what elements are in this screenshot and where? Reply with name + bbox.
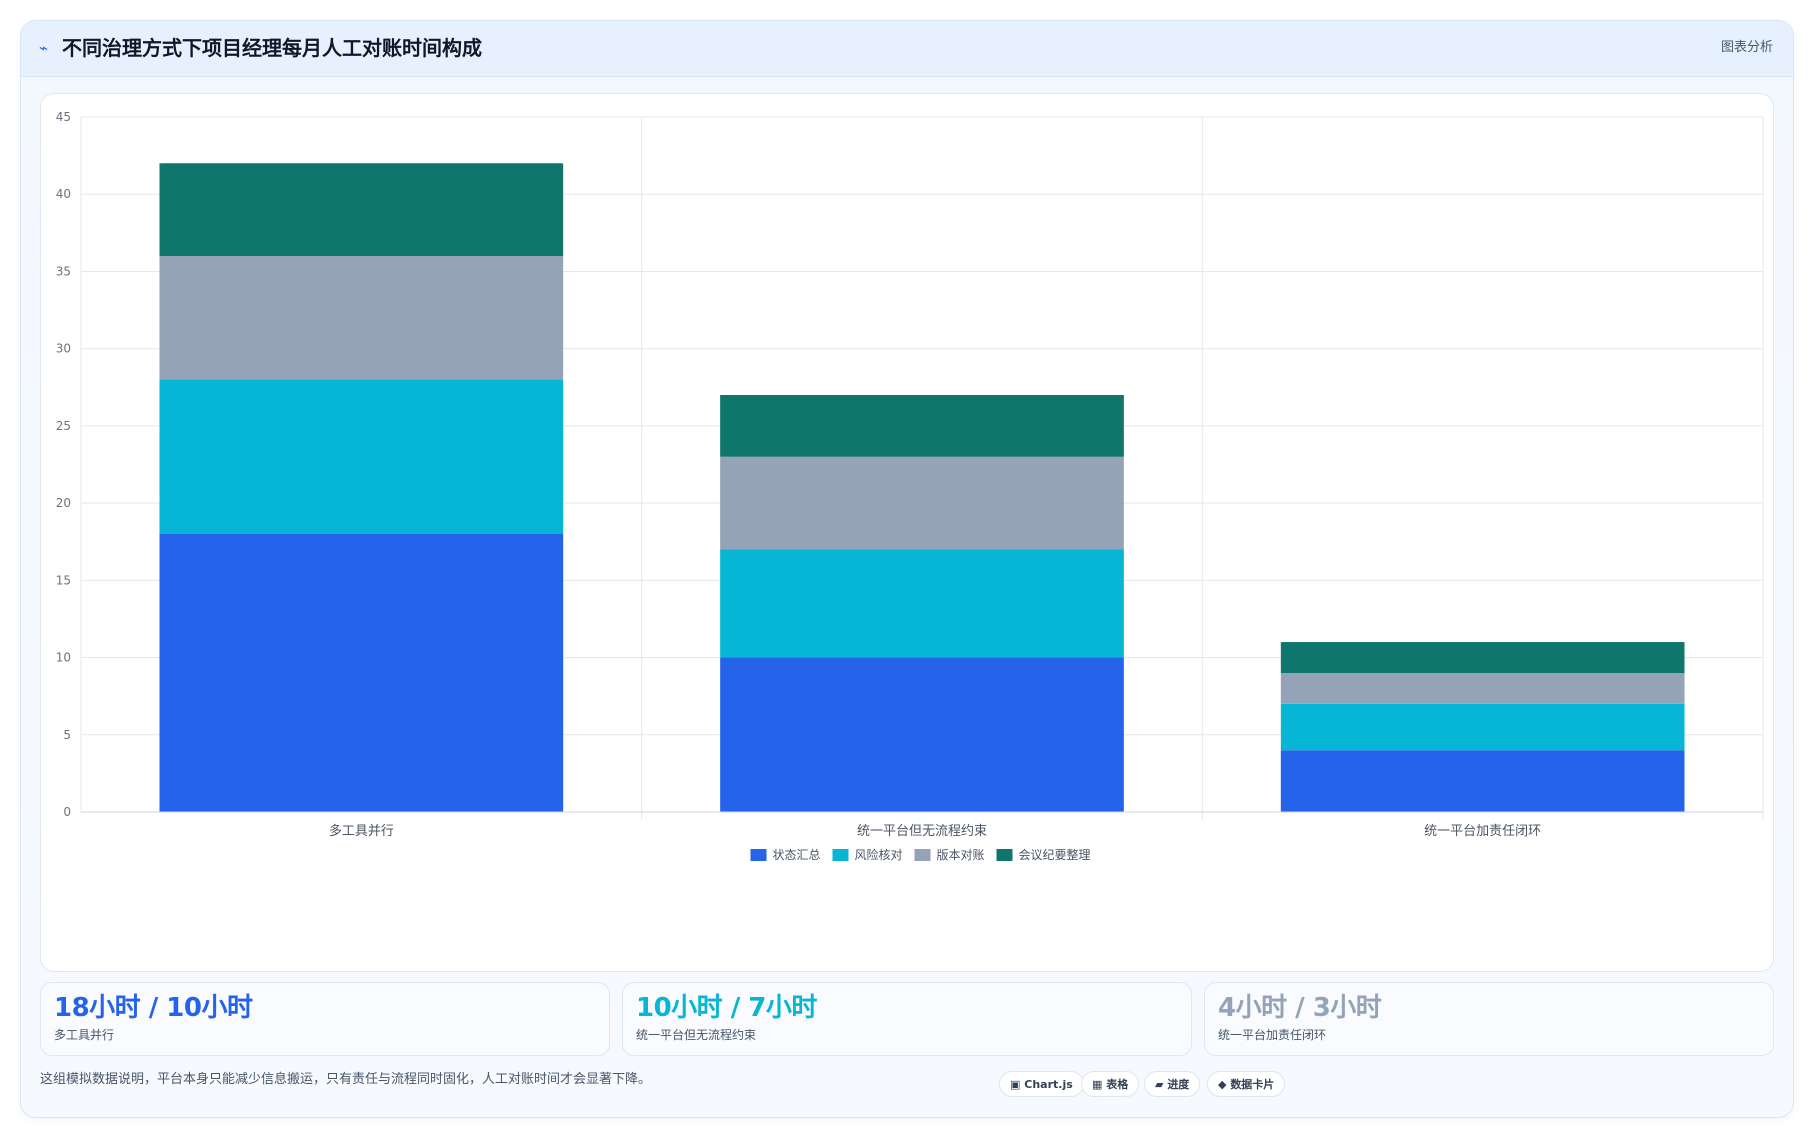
pulse-icon: ⌁ [39, 39, 49, 57]
bar-segment [1280, 673, 1685, 704]
chip-chartjs[interactable]: ▣ Chart.js [999, 1071, 1084, 1097]
bar-segment [720, 657, 1124, 812]
chip-progress[interactable]: ▰ 进度 [1144, 1071, 1201, 1097]
legend-swatch [750, 849, 767, 861]
bar-segment [720, 395, 1124, 457]
y-tick-label: 0 [63, 805, 71, 819]
y-tick-label: 45 [56, 110, 71, 124]
stat-label: 多工具并行 [54, 1028, 115, 1042]
bar-segment [159, 256, 564, 380]
legend-label: 版本对账 [937, 848, 985, 862]
chart-icon: ▣ [1010, 1078, 1021, 1091]
stat-label: 统一平台但无流程约束 [636, 1028, 757, 1042]
bar-segment [159, 379, 564, 534]
chart-analysis-link[interactable]: 图表分析 [1720, 40, 1773, 55]
x-tick-label: 统一平台加责任闭环 [1424, 824, 1541, 839]
legend-label: 状态汇总 [773, 848, 821, 862]
y-tick-label: 10 [56, 651, 71, 665]
chip-label: Chart.js [1024, 1078, 1073, 1091]
y-tick-label: 25 [56, 419, 71, 433]
chip-table[interactable]: ▦ 表格 [1081, 1071, 1140, 1097]
bar-segment [159, 163, 564, 256]
footer-note: 这组模拟数据说明，平台本身只能减少信息搬运，只有责任与流程同时固化，人工对账时间… [40, 1072, 652, 1087]
chip-label: 数据卡片 [1230, 1078, 1275, 1091]
y-tick-label: 40 [56, 187, 71, 201]
card-header: ⌁ 不同治理方式下项目经理每月人工对账时间构成 图表分析 [21, 21, 1793, 77]
y-tick-label: 35 [56, 264, 71, 278]
legend-label: 风险核对 [855, 847, 903, 862]
bar-segment-cap [159, 163, 564, 170]
chip-label: 进度 [1167, 1078, 1190, 1091]
page-title: 不同治理方式下项目经理每月人工对账时间构成 [62, 36, 482, 60]
legend-swatch [914, 849, 931, 861]
stat-label: 统一平台加责任闭环 [1218, 1028, 1327, 1042]
chip-label: 表格 [1106, 1078, 1129, 1091]
bar-segment [1280, 750, 1685, 812]
bar-segment [720, 456, 1124, 550]
table-icon: ▦ [1092, 1078, 1103, 1091]
y-tick-label: 30 [56, 342, 71, 356]
data-card-icon: ◆ [1218, 1078, 1227, 1091]
legend-swatch [832, 849, 849, 861]
chart-card: ⌁ 不同治理方式下项目经理每月人工对账时间构成 图表分析 0 5 10 15 20 25 3… [20, 20, 1794, 1118]
x-tick-label: 多工具并行 [329, 823, 394, 839]
y-tick-label: 15 [56, 573, 71, 587]
x-tick-label: 统一平台但无流程约束 [857, 824, 987, 839]
y-tick-label: 5 [63, 728, 71, 742]
progress-icon: ▰ [1155, 1078, 1164, 1091]
bar-segment [159, 534, 564, 812]
stat-value: 4小时 / 3小时 [1218, 993, 1382, 1023]
legend-swatch [996, 849, 1013, 861]
y-tick-label: 20 [56, 496, 71, 510]
bar-segment-cap [1280, 642, 1685, 649]
chart-panel: 0 5 10 15 20 25 30 35 40 45 多工具并行 统一平台但无流程约束 统一平台加责任… [40, 93, 1774, 972]
stat-value: 10小时 / 7小时 [636, 993, 817, 1023]
bar-segment [1280, 703, 1685, 751]
stat-card-multi-tool: 18小时 / 10小时 多工具并行 [40, 982, 610, 1056]
stat-value: 18小时 / 10小时 [54, 993, 253, 1023]
legend-label: 会议纪要整理 [1019, 847, 1091, 862]
stat-card-unified-no-process: 10小时 / 7小时 统一平台但无流程约束 [622, 982, 1192, 1056]
stat-card-unified-closed-loop: 4小时 / 3小时 统一平台加责任闭环 [1204, 982, 1774, 1056]
chip-data-card[interactable]: ◆ 数据卡片 [1207, 1071, 1286, 1097]
bar-segment [720, 549, 1124, 658]
stats-row: 18小时 / 10小时 多工具并行 10小时 / 7小时 统一平台但无流程约束 … [40, 982, 1774, 1056]
stacked-bar-chart: 0 5 10 15 20 25 30 35 40 45 多工具并行 统一平台但无流程约束 统一平台加责任… [56, 110, 1764, 862]
bar-segment-cap [720, 395, 1124, 401]
